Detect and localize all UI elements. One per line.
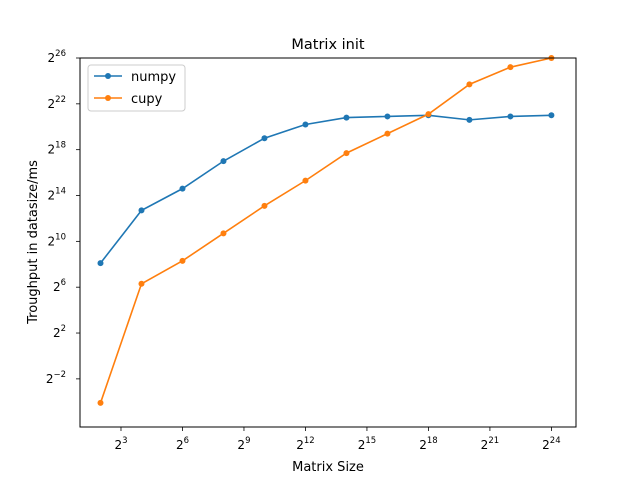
x-tick-label: 224 xyxy=(542,436,560,452)
x-tick-label: 218 xyxy=(419,436,437,452)
data-point-cupy xyxy=(466,81,473,88)
data-point-numpy xyxy=(138,207,145,214)
data-point-numpy xyxy=(343,114,350,121)
x-tick-label-exponent: 15 xyxy=(365,436,376,446)
x-tick-label: 23 xyxy=(114,436,127,452)
x-tick-label-base: 2 xyxy=(542,438,550,452)
chart-title: Matrix init xyxy=(291,37,365,53)
y-tick-label-exponent: 6 xyxy=(61,278,66,288)
data-point-numpy xyxy=(179,185,186,192)
data-point-numpy xyxy=(220,158,227,165)
data-point-cupy xyxy=(179,257,186,264)
y-tick-label-base: 2 xyxy=(53,280,61,294)
y-axis-label: Troughput in datasize/ms xyxy=(26,160,41,325)
series-layer xyxy=(97,55,555,406)
y-tick-label-base: 2 xyxy=(48,51,56,65)
data-point-numpy xyxy=(384,113,391,120)
x-tick-label-base: 2 xyxy=(237,438,245,452)
x-axis: 23 26 29 212 215 218 221 224 xyxy=(114,427,561,452)
y-tick-label: 26 xyxy=(53,278,66,294)
y-tick-label: 2−2 xyxy=(46,370,66,386)
y-tick-label-exponent: −2 xyxy=(53,370,66,380)
y-tick-label-base: 2 xyxy=(48,97,56,111)
legend: numpy cupy xyxy=(87,64,186,112)
y-tick-label: 226 xyxy=(48,49,66,65)
x-tick-label-exponent: 18 xyxy=(427,436,438,446)
data-point-cupy xyxy=(97,399,104,406)
series-line-cupy xyxy=(99,57,552,404)
x-tick-label-base: 2 xyxy=(419,438,427,452)
y-tick-label-exponent: 14 xyxy=(55,187,66,197)
x-tick-label-exponent: 12 xyxy=(304,436,315,446)
series-line-numpy xyxy=(99,114,552,264)
y-tick-label: 222 xyxy=(48,95,66,111)
x-tick-label-base: 2 xyxy=(176,438,184,452)
y-tick-label: 218 xyxy=(48,141,66,157)
data-point-numpy xyxy=(261,135,268,142)
legend-marker-numpy xyxy=(105,73,111,79)
x-tick-label-exponent: 21 xyxy=(488,436,499,446)
data-point-numpy xyxy=(466,116,473,123)
data-point-numpy xyxy=(302,121,309,128)
y-tick-label-base: 2 xyxy=(46,372,54,386)
data-point-cupy xyxy=(507,64,514,71)
x-tick-label-exponent: 3 xyxy=(122,436,127,446)
legend-label-numpy: numpy xyxy=(131,70,176,85)
y-tick-label: 214 xyxy=(48,187,66,203)
y-tick-label-exponent: 26 xyxy=(55,49,66,59)
data-point-numpy xyxy=(507,113,514,120)
x-tick-label-exponent: 6 xyxy=(184,436,189,446)
x-tick-label-base: 2 xyxy=(481,438,489,452)
x-tick-label-base: 2 xyxy=(358,438,366,452)
x-tick-label: 26 xyxy=(176,436,189,452)
x-tick-label-base: 2 xyxy=(114,438,122,452)
y-tick-label-exponent: 22 xyxy=(55,95,66,105)
data-point-cupy xyxy=(343,150,350,157)
y-tick-label: 210 xyxy=(48,232,66,248)
data-point-cupy xyxy=(220,230,227,237)
data-point-cupy xyxy=(138,280,145,287)
y-tick-label-base: 2 xyxy=(48,189,56,203)
x-tick-label-exponent: 24 xyxy=(550,436,561,446)
y-tick-label-exponent: 10 xyxy=(55,232,66,242)
x-axis-label: Matrix Size xyxy=(292,460,364,475)
legend-label-cupy: cupy xyxy=(131,92,163,107)
data-point-cupy xyxy=(384,130,391,137)
y-tick-label-base: 2 xyxy=(48,234,56,248)
data-point-cupy xyxy=(425,111,432,118)
y-tick-label-exponent: 2 xyxy=(61,324,66,334)
x-tick-label-base: 2 xyxy=(296,438,304,452)
x-tick-label-exponent: 9 xyxy=(245,436,250,446)
x-tick-label: 29 xyxy=(237,436,250,452)
x-tick-label: 215 xyxy=(358,436,376,452)
legend-marker-cupy xyxy=(105,95,111,101)
x-tick-label: 221 xyxy=(481,436,499,452)
y-tick-label-exponent: 18 xyxy=(55,141,66,151)
data-point-numpy xyxy=(97,260,104,267)
axes-frame xyxy=(79,57,577,428)
data-point-numpy xyxy=(548,112,555,119)
x-tick-label: 212 xyxy=(296,436,314,452)
y-tick-label-base: 2 xyxy=(48,143,56,157)
y-tick-label: 22 xyxy=(53,324,66,340)
y-tick-label-base: 2 xyxy=(53,326,61,340)
data-point-cupy xyxy=(302,177,309,184)
data-point-cupy xyxy=(261,202,268,209)
